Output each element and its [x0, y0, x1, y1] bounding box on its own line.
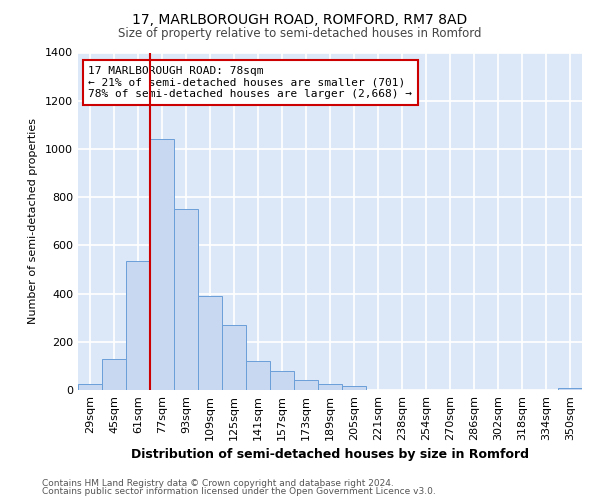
Bar [246, 361, 270, 390]
Text: 17, MARLBOROUGH ROAD, ROMFORD, RM7 8AD: 17, MARLBOROUGH ROAD, ROMFORD, RM7 8AD [133, 12, 467, 26]
Text: Contains public sector information licensed under the Open Government Licence v3: Contains public sector information licen… [42, 487, 436, 496]
Text: Size of property relative to semi-detached houses in Romford: Size of property relative to semi-detach… [118, 28, 482, 40]
Bar [126, 261, 150, 390]
Y-axis label: Number of semi-detached properties: Number of semi-detached properties [28, 118, 38, 324]
Bar [294, 380, 318, 390]
Bar [174, 209, 198, 390]
Bar [102, 358, 126, 390]
Text: 17 MARLBOROUGH ROAD: 78sqm
← 21% of semi-detached houses are smaller (701)
78% o: 17 MARLBOROUGH ROAD: 78sqm ← 21% of semi… [88, 66, 412, 99]
Bar [198, 296, 222, 390]
Bar [78, 384, 102, 390]
Bar [222, 325, 246, 390]
Bar [150, 140, 174, 390]
Bar [270, 370, 294, 390]
Bar [318, 384, 342, 390]
Bar [342, 386, 366, 390]
X-axis label: Distribution of semi-detached houses by size in Romford: Distribution of semi-detached houses by … [131, 448, 529, 461]
Text: Contains HM Land Registry data © Crown copyright and database right 2024.: Contains HM Land Registry data © Crown c… [42, 478, 394, 488]
Bar [558, 388, 582, 390]
